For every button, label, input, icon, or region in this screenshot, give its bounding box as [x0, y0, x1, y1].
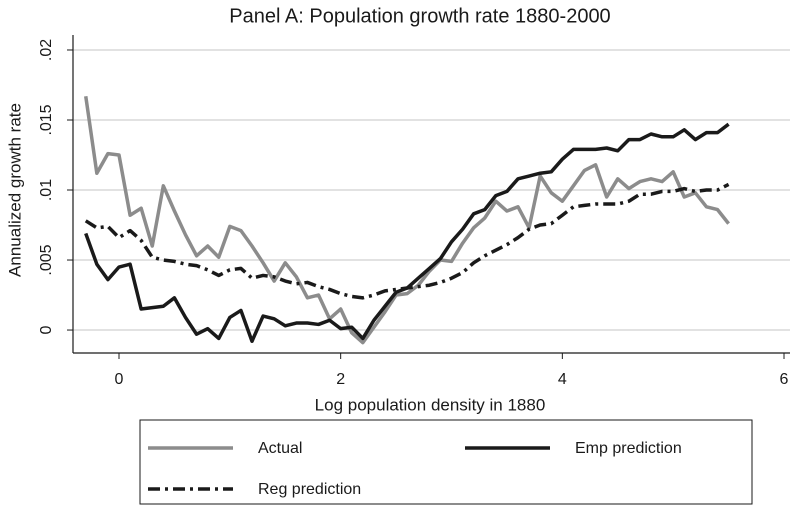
legend-label: Actual — [258, 440, 302, 457]
series-line — [84, 182, 730, 300]
y-tick-label: .01 — [38, 179, 55, 201]
y-tick-label: .02 — [38, 39, 55, 61]
series-line — [84, 95, 730, 345]
legend-label: Emp prediction — [575, 440, 682, 457]
chart-title: Panel A: Population growth rate 1880-200… — [229, 5, 610, 27]
x-axis-label: Log population density in 1880 — [315, 395, 546, 414]
y-tick-label: .015 — [38, 104, 55, 135]
y-tick-label: 0 — [38, 325, 55, 334]
legend-label: Reg prediction — [258, 481, 361, 498]
x-tick-label: 0 — [115, 371, 124, 388]
x-tick-label: 4 — [558, 371, 567, 388]
y-axis-label: Annualized growth rate — [5, 103, 24, 277]
y-tick-label: .005 — [38, 244, 55, 275]
legend-box — [139, 419, 753, 505]
x-tick-label: 6 — [780, 371, 789, 388]
x-tick-label: 2 — [336, 371, 345, 388]
